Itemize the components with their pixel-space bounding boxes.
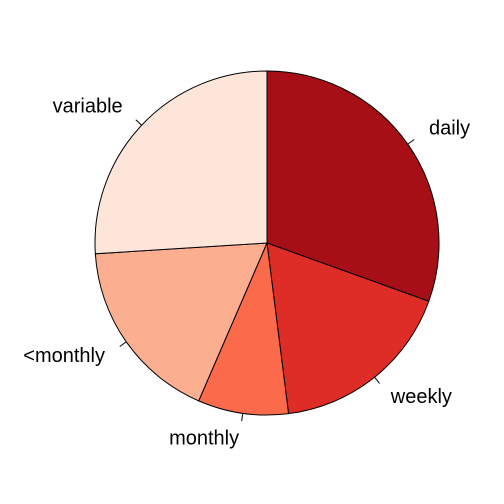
pie-slices — [94, 70, 440, 416]
pie-leader-variable — [135, 119, 142, 126]
pie-leader-lines — [119, 119, 415, 422]
pie-slice-weekly — [266, 242, 430, 415]
pie-leader-weekly — [374, 376, 380, 384]
pie-label-weekly: weekly — [390, 386, 452, 408]
pie-leader-daily — [407, 139, 415, 145]
pie-label-lt-monthly: <monthly — [23, 345, 105, 367]
pie-label-variable: variable — [53, 96, 123, 118]
pie-labels: daily weekly monthly <monthly variable — [23, 96, 470, 450]
pie-leader-lt-monthly — [119, 341, 127, 347]
pie-slice-monthly — [198, 241, 290, 416]
pie-label-daily: daily — [429, 117, 470, 139]
pie-label-monthly: monthly — [169, 427, 239, 449]
pie-slice-daily — [266, 70, 440, 302]
pie-leader-monthly — [241, 413, 244, 422]
